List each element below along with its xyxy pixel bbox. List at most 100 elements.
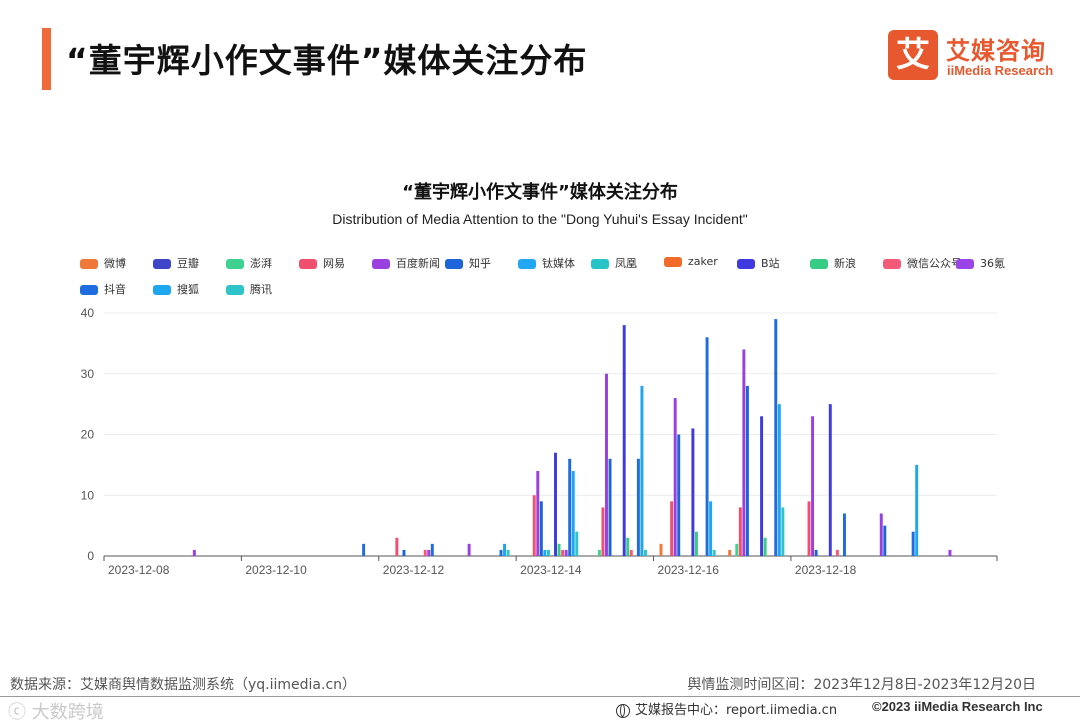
globe-icon — [616, 703, 630, 718]
bar — [712, 549, 716, 556]
bar — [571, 470, 575, 556]
legend-swatch — [883, 259, 901, 269]
legend-label: 抖音 — [104, 283, 126, 296]
bar — [915, 464, 919, 557]
bar — [760, 416, 764, 556]
legend-item[interactable]: B站 — [737, 255, 780, 271]
bar — [506, 549, 510, 556]
bar — [709, 501, 713, 556]
bar — [362, 543, 366, 556]
x-tick-label: 2023-12-12 — [383, 563, 445, 577]
bar — [554, 452, 557, 556]
chart-title: “董宇辉小作文事件”媒体关注分布 — [402, 182, 678, 203]
bar — [539, 501, 543, 556]
bar — [842, 513, 846, 556]
bar — [694, 531, 698, 556]
legend-label: B站 — [761, 257, 780, 270]
bar — [670, 501, 674, 556]
legend-swatch — [299, 259, 317, 269]
bar — [430, 543, 434, 556]
legend-item[interactable]: 抖音 — [80, 281, 126, 297]
legend-swatch — [956, 259, 974, 269]
bar — [835, 549, 839, 556]
bar — [626, 537, 630, 556]
legend-swatch — [810, 259, 828, 269]
legend-item[interactable]: 新浪 — [810, 255, 856, 271]
copyright: ©2023 iiMedia Research Inc — [872, 699, 1043, 714]
bar — [763, 537, 767, 556]
x-tick-label: 2023-12-08 — [108, 563, 170, 577]
bar — [742, 349, 746, 556]
y-tick-label: 20 — [81, 428, 95, 442]
y-tick-label: 30 — [81, 367, 95, 381]
bar — [728, 549, 732, 556]
bar — [536, 470, 540, 556]
legend-swatch — [153, 259, 171, 269]
bar — [597, 549, 601, 556]
bar — [636, 458, 640, 556]
legend-item[interactable]: 36氪 — [956, 255, 1005, 271]
legend-label: 微博 — [104, 257, 126, 270]
bar — [601, 507, 605, 556]
x-tick-label: 2023-12-10 — [245, 563, 307, 577]
legend-swatch — [153, 285, 171, 295]
legend-swatch — [664, 257, 682, 267]
legend-item[interactable]: 微博 — [80, 255, 126, 271]
legend-item[interactable]: 微信公众号 — [883, 255, 962, 271]
legend-item[interactable]: 豆瓣 — [153, 255, 199, 271]
legend-swatch — [518, 259, 536, 269]
bar — [948, 549, 952, 556]
bar — [608, 458, 612, 556]
legend-item[interactable]: 知乎 — [445, 255, 491, 271]
legend-item[interactable]: 凤凰 — [591, 255, 637, 271]
legend-label: 网易 — [323, 257, 345, 270]
legend-swatch — [372, 259, 390, 269]
x-tick-label: 2023-12-16 — [658, 563, 720, 577]
bar — [745, 385, 749, 556]
bar — [911, 531, 915, 556]
report-center: 艾媒报告中心：report.iimedia.cn — [616, 699, 837, 718]
legend-swatch — [445, 259, 463, 269]
legend-item[interactable]: zaker — [664, 255, 718, 268]
bar — [568, 458, 572, 556]
legend-label: 知乎 — [469, 257, 491, 270]
legend-item[interactable]: 钛媒体 — [518, 255, 575, 271]
legend-item[interactable]: 澎湃 — [226, 255, 272, 271]
bar — [605, 373, 608, 556]
bar — [564, 549, 568, 556]
title-accent-bar — [42, 28, 51, 90]
bar — [879, 513, 883, 556]
legend-label: 钛媒体 — [542, 257, 575, 270]
logo-text-cn: 艾媒咨询 — [946, 37, 1046, 65]
legend-item[interactable]: 百度新闻 — [372, 255, 440, 271]
legend-label: zaker — [688, 255, 718, 268]
bar — [677, 434, 681, 556]
bar — [659, 543, 663, 556]
legend-label: 豆瓣 — [177, 257, 199, 270]
bar — [503, 543, 507, 556]
legend-label: 36氪 — [980, 257, 1005, 270]
legend-swatch — [226, 259, 244, 269]
bar — [532, 495, 536, 556]
bar — [644, 549, 647, 556]
bar — [423, 549, 427, 556]
legend-label: 微信公众号 — [907, 257, 962, 270]
bar — [629, 549, 633, 556]
bar — [883, 525, 887, 557]
legend-swatch — [591, 259, 609, 269]
legend-label: 凤凰 — [615, 257, 637, 270]
watermark: ⓒ 大数跨境 — [8, 702, 104, 723]
legend-item[interactable]: 网易 — [299, 255, 345, 271]
legend-item[interactable]: 腾讯 — [226, 281, 272, 297]
legend-item[interactable]: 搜狐 — [153, 281, 199, 297]
logo-mark: 艾 — [888, 30, 938, 80]
chart-subtitle: Distribution of Media Attention to the "… — [332, 211, 748, 227]
bar — [735, 543, 739, 556]
bar — [557, 543, 561, 556]
bar — [814, 549, 818, 556]
legend-label: 腾讯 — [250, 283, 272, 296]
footer-divider — [0, 696, 1080, 697]
report-center-text: 艾媒报告中心：report.iimedia.cn — [635, 703, 838, 718]
legend-swatch — [80, 285, 98, 295]
bar — [738, 507, 742, 556]
